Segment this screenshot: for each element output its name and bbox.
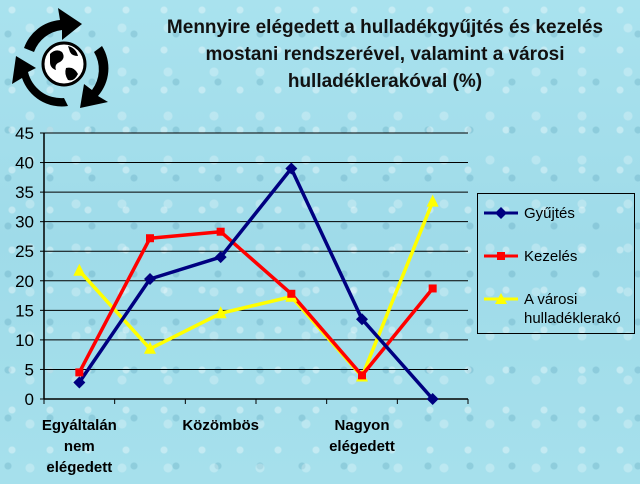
y-tick-label: 25 [15,242,34,261]
legend-label-line: A városi [524,291,578,308]
data-point [428,284,437,293]
data-point [214,251,227,264]
x-tick-label: Nagyon [334,417,389,434]
legend-label-line: hulladéklerakó [524,310,621,327]
y-tick-label: 45 [15,124,34,143]
y-tick-label: 40 [15,154,34,173]
x-tick-label: elégedett [46,459,112,476]
x-tick-label: Egyáltalán [42,417,117,434]
data-point [214,306,227,319]
legend-swatch [484,204,520,222]
y-tick-label: 15 [15,301,34,320]
recycling-globe-icon [2,2,126,131]
x-tick-label: elégedett [329,438,395,455]
chart-title-line: hulladéklerakóval (%) [287,71,483,92]
x-tick-label: Közömbös [182,417,259,434]
legend-label: Gyűjtés [524,205,575,222]
data-point [146,234,154,243]
data-point [426,194,439,207]
chart-title-line: Mennyire elégedett a hulladékgyűjtés és … [166,17,604,38]
data-point [73,376,86,389]
data-point [144,341,156,354]
legend-item-lerako: A városi hulladéklerakó [484,290,621,328]
data-point [358,371,366,380]
legend-swatch [484,247,520,265]
legend-item-gyujtes: Gyűjtés [484,204,575,223]
legend-swatch [484,290,520,308]
data-point [426,393,439,405]
series-line [78,200,435,379]
y-tick-label: 10 [15,331,34,350]
data-point [356,313,368,326]
data-point [285,162,298,175]
y-tick-label: 35 [15,183,34,202]
data-point [73,263,86,276]
data-point [75,368,84,377]
legend-label: A városi hulladéklerakó [524,290,621,328]
data-point [216,227,225,236]
x-tick-label: nem [64,438,95,455]
y-tick-label: 20 [15,272,34,291]
y-tick-label: 0 [25,390,34,409]
y-tick-label: 30 [15,213,34,232]
legend-label: Kezelés [524,248,578,265]
data-point [144,273,156,286]
legend: Gyűjtés Kezelés A városi hulladéklerakó [477,193,635,334]
series-line [77,229,435,378]
chart-title-line: mostani rendszerével, valamint a városi [205,44,565,65]
data-point [287,289,296,298]
legend-item-kezeles: Kezelés [484,247,577,266]
chart-title: Mennyire elégedett a hulladékgyűjtés és … [140,14,630,95]
y-tick-label: 5 [25,360,34,379]
series-line [77,166,435,401]
